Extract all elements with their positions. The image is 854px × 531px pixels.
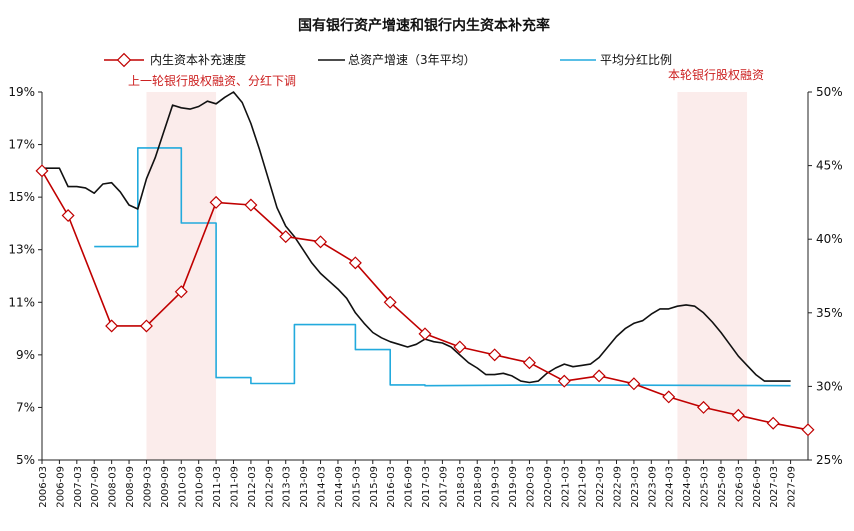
x-tick-label: 2014-03 <box>317 466 328 508</box>
shaded-region-1 <box>677 92 748 460</box>
x-tick-label: 2007-09 <box>90 466 101 508</box>
x-tick-label: 2026-09 <box>752 466 763 508</box>
series-marker-0 <box>731 408 745 422</box>
series-marker-0 <box>801 423 815 437</box>
x-tick-label: 2008-09 <box>125 466 136 508</box>
x-tick-label: 2013-03 <box>282 466 293 508</box>
x-tick-label: 2010-03 <box>177 466 188 508</box>
x-tick-label: 2006-09 <box>55 466 66 508</box>
legend-label-capital-rate: 内生资本补充速度 <box>150 52 246 67</box>
y-right-tick-label: 25% <box>816 453 843 467</box>
x-tick-label: 2016-09 <box>404 466 415 508</box>
x-tick-label: 2011-03 <box>212 466 223 508</box>
annotation-previous-financing: 上一轮银行股权融资、分红下调 <box>128 73 296 88</box>
x-tick-label: 2009-09 <box>160 466 171 508</box>
x-tick-label: 2027-09 <box>787 466 798 508</box>
x-tick-label: 2027-03 <box>769 466 780 508</box>
x-tick-label: 2020-09 <box>543 466 554 508</box>
series-marker-0 <box>766 416 780 430</box>
x-tick-label: 2018-03 <box>456 466 467 508</box>
series-marker-0 <box>662 390 676 404</box>
x-tick-label: 2022-03 <box>595 466 606 508</box>
y-left-tick-label: 7% <box>16 400 35 414</box>
series-marker-0 <box>557 374 571 388</box>
x-tick-label: 2025-03 <box>700 466 711 508</box>
series-marker-0 <box>453 340 467 354</box>
series-marker-0 <box>627 377 641 391</box>
x-tick-label: 2026-03 <box>734 466 745 508</box>
legend-item-capital-rate: 内生资本补充速度 <box>104 52 246 68</box>
y-left-tick-label: 9% <box>16 348 35 362</box>
series-marker-0 <box>383 295 397 309</box>
x-tick-label: 2015-03 <box>351 466 362 508</box>
y-left-tick-label: 19% <box>8 85 35 99</box>
series-marker-0 <box>418 327 432 341</box>
series-marker-0 <box>61 209 75 223</box>
x-tick-label: 2023-09 <box>647 466 658 508</box>
legend: 内生资本补充速度 总资产增速（3年平均） 平均分红比例 <box>104 52 672 68</box>
annotation-current-financing: 本轮银行股权融资 <box>668 68 764 82</box>
series-marker-0 <box>174 285 188 299</box>
x-tick-label: 2015-09 <box>369 466 380 508</box>
series-marker-0 <box>35 164 49 178</box>
x-tick-label: 2019-09 <box>508 466 519 508</box>
series-marker-0 <box>279 230 293 244</box>
x-tick-label: 2019-03 <box>491 466 502 508</box>
legend-label-asset-growth: 总资产增速（3年平均） <box>348 53 476 67</box>
series-line-1 <box>42 91 791 384</box>
series-marker-0 <box>522 356 536 370</box>
y-right-tick-label: 35% <box>816 306 843 320</box>
series-marker-0 <box>105 319 119 333</box>
x-tick-label: 2008-03 <box>108 466 119 508</box>
series-marker-0 <box>592 369 606 383</box>
x-tick-label: 2025-09 <box>717 466 728 508</box>
legend-item-dividend-ratio: 平均分红比例 <box>560 52 672 67</box>
chart-title: 国有银行资产增速和银行内生资本补充率 <box>298 17 550 34</box>
series-marker-0 <box>488 348 502 362</box>
y-left-tick-label: 5% <box>16 453 35 467</box>
series-marker-0 <box>314 235 328 249</box>
x-tick-label: 2023-03 <box>630 466 641 508</box>
y-left-tick-label: 17% <box>8 138 35 152</box>
x-tick-label: 2016-03 <box>386 466 397 508</box>
x-tick-label: 2021-09 <box>578 466 589 508</box>
x-tick-label: 2009-03 <box>142 466 153 508</box>
x-tick-label: 2012-03 <box>247 466 258 508</box>
y-right-tick-label: 40% <box>816 232 843 246</box>
series-marker-0 <box>348 256 362 270</box>
x-tick-label: 2021-03 <box>560 466 571 508</box>
x-tick-label: 2024-09 <box>682 466 693 508</box>
series-line-2 <box>94 147 791 387</box>
legend-label-dividend-ratio: 平均分红比例 <box>600 52 672 67</box>
series-marker-0 <box>209 195 223 209</box>
y-left-tick-label: 13% <box>8 243 35 257</box>
x-tick-label: 2017-09 <box>438 466 449 508</box>
x-tick-label: 2010-09 <box>195 466 206 508</box>
y-left-tick-label: 15% <box>8 190 35 204</box>
x-tick-label: 2011-09 <box>230 466 241 508</box>
series-marker-0 <box>244 198 258 212</box>
y-left-tick-label: 11% <box>8 295 35 309</box>
x-tick-label: 2017-03 <box>421 466 432 508</box>
x-tick-label: 2007-03 <box>73 466 84 508</box>
x-tick-label: 2024-03 <box>665 466 676 508</box>
y-right-tick-label: 50% <box>816 85 843 99</box>
y-right-tick-label: 30% <box>816 379 843 393</box>
y-right-tick-label: 45% <box>816 159 843 173</box>
x-tick-label: 2006-03 <box>38 466 49 508</box>
x-tick-label: 2020-03 <box>525 466 536 508</box>
series-marker-0 <box>139 319 153 333</box>
series-marker-0 <box>697 400 711 414</box>
x-tick-label: 2022-09 <box>613 466 624 508</box>
x-tick-label: 2014-09 <box>334 466 345 508</box>
legend-item-asset-growth: 总资产增速（3年平均） <box>318 53 476 67</box>
x-tick-label: 2012-09 <box>264 466 275 508</box>
x-tick-label: 2013-09 <box>299 466 310 508</box>
x-tick-label: 2018-09 <box>473 466 484 508</box>
